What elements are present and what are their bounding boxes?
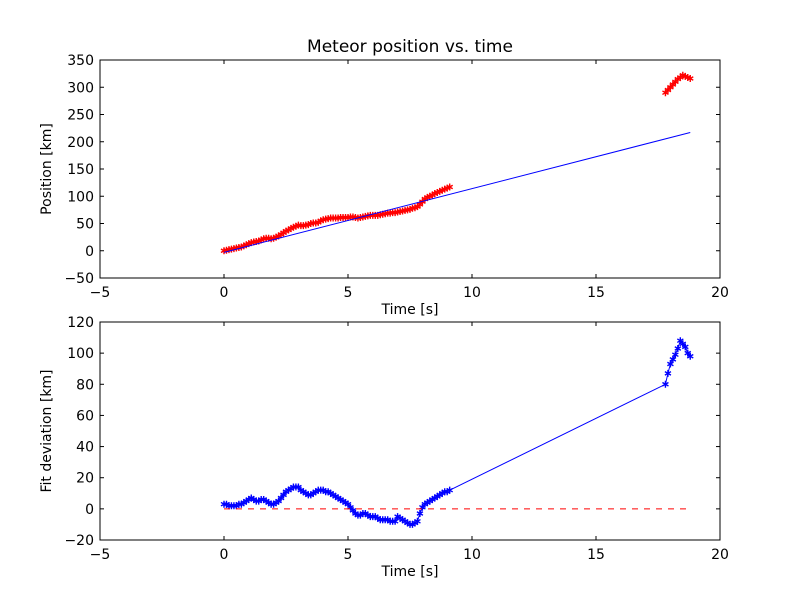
y-tick-label: 120 — [67, 315, 94, 331]
data-point — [686, 75, 694, 83]
y-tick-label: 80 — [76, 377, 94, 393]
x-tick-label: −5 — [90, 547, 111, 563]
y-tick-label: 0 — [85, 502, 94, 518]
data-point — [669, 355, 677, 363]
y-tick-label: 100 — [67, 189, 94, 205]
data-point — [686, 352, 694, 360]
y-tick-label: 350 — [67, 53, 94, 69]
y-tick-label: −50 — [64, 271, 94, 287]
chart-title: Meteor position vs. time — [307, 37, 513, 57]
x-tick-label: 10 — [463, 285, 481, 301]
y-tick-label: 60 — [76, 408, 94, 424]
deviation-line — [224, 339, 691, 525]
y-tick-label: 0 — [85, 244, 94, 260]
data-point — [662, 380, 669, 388]
x-tick-label: 15 — [587, 285, 605, 301]
fit-deviation-chart: −5 0 5 10 15 20 −20 0 20 40 60 80 100 120 Time [s] Fi… — [39, 315, 729, 580]
data-point — [414, 517, 421, 525]
y-axis-label: Position [km] — [39, 123, 55, 215]
x-tick-label: 5 — [344, 285, 353, 301]
x-tick-label: 20 — [711, 547, 729, 563]
x-axis-label: Time [s] — [381, 302, 439, 318]
x-tick-label: 10 — [463, 547, 481, 563]
data-point — [671, 351, 679, 359]
data-point — [391, 517, 399, 525]
y-tick-label: 40 — [76, 440, 94, 456]
y-tick-label: 150 — [67, 162, 94, 178]
data-point — [667, 360, 674, 368]
plot-frame — [99, 59, 721, 279]
data-point — [446, 183, 454, 191]
y-tick-label: 200 — [67, 135, 94, 151]
y-tick-label: 300 — [67, 80, 94, 96]
plot-marks — [220, 337, 694, 528]
y-tick-label: 250 — [67, 108, 94, 124]
fit-line — [223, 132, 691, 253]
x-axis-label: Time [s] — [381, 564, 439, 580]
data-point — [664, 369, 672, 377]
x-tick-label: 20 — [711, 285, 729, 301]
x-tick-label: 15 — [587, 547, 605, 563]
plot-frame — [99, 321, 721, 541]
data-point — [674, 344, 682, 352]
data-point — [681, 343, 689, 351]
axis-ticks: −5 0 5 10 15 20 −20 0 20 40 60 80 100 120 — [64, 315, 728, 563]
y-axis-label: Fit deviation [km] — [39, 369, 55, 492]
y-tick-label: 100 — [67, 346, 94, 362]
plot-marks — [220, 71, 694, 255]
data-point — [416, 510, 424, 518]
x-tick-label: 0 — [220, 547, 229, 563]
x-tick-label: 5 — [344, 547, 353, 563]
x-tick-label: 0 — [220, 285, 229, 301]
position-chart: Meteor position vs. time −5 0 5 10 15 20−5005… — [39, 37, 729, 318]
y-tick-label: 20 — [76, 471, 94, 487]
y-tick-label: −20 — [64, 533, 94, 549]
x-tick-label: −5 — [90, 285, 111, 301]
data-point — [446, 486, 454, 494]
y-tick-label: 50 — [76, 217, 94, 233]
